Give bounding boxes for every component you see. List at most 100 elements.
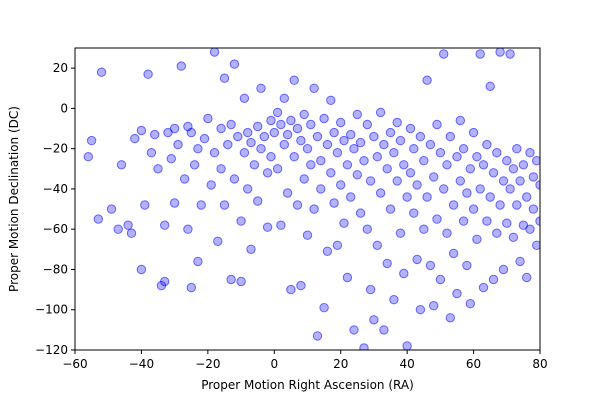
data-point [369, 131, 379, 142]
y-tick-label: −80 [43, 262, 68, 276]
data-point [136, 125, 147, 136]
data-point [352, 109, 362, 120]
data-point [375, 188, 386, 198]
y-tick-label: −20 [43, 142, 68, 156]
data-point [346, 129, 356, 140]
data-point [508, 164, 519, 174]
data-point [216, 164, 226, 174]
data-point [229, 174, 240, 184]
data-point [402, 192, 412, 202]
data-point [405, 168, 416, 178]
data-point [502, 218, 512, 228]
data-point [302, 144, 313, 154]
data-point [482, 216, 492, 226]
data-point [173, 139, 183, 150]
data-point [179, 174, 190, 184]
data-point [369, 315, 379, 325]
data-point [455, 115, 465, 126]
data-point [176, 61, 187, 71]
data-point [233, 131, 243, 142]
data-point [439, 184, 449, 194]
data-point [445, 313, 455, 323]
data-point [402, 341, 412, 350]
data-point [196, 200, 206, 210]
data-point [306, 160, 316, 170]
data-point [439, 49, 449, 59]
data-point [485, 81, 495, 92]
data-point [472, 152, 482, 162]
y-tick-label: −60 [43, 222, 68, 236]
data-point [452, 152, 462, 162]
data-point [458, 144, 469, 154]
data-point [302, 230, 313, 240]
data-point [209, 148, 220, 158]
data-point [316, 184, 326, 194]
data-point [485, 192, 495, 202]
data-point [219, 73, 230, 83]
data-point [525, 224, 535, 234]
data-point [372, 152, 382, 162]
data-point [432, 214, 442, 224]
data-point [83, 152, 94, 162]
data-point [186, 282, 197, 293]
data-point [243, 127, 253, 138]
data-point [282, 129, 293, 140]
data-point [322, 246, 333, 257]
data-point [475, 184, 485, 194]
data-point [522, 192, 532, 202]
y-axis-label: Proper Motion Declination (DC) [7, 106, 21, 292]
data-point [502, 156, 512, 166]
data-point [296, 135, 306, 146]
data-point [399, 268, 409, 279]
data-point [462, 188, 472, 198]
data-point [392, 176, 402, 186]
data-point [143, 69, 153, 79]
data-point [389, 148, 399, 158]
data-point [150, 129, 160, 140]
data-point [86, 135, 97, 146]
data-point [276, 119, 286, 130]
data-point [478, 282, 489, 293]
data-point [160, 276, 170, 287]
data-point [448, 248, 459, 259]
data-point [96, 67, 107, 77]
data-point [243, 184, 253, 194]
data-point [452, 288, 462, 299]
data-point [219, 200, 230, 210]
data-point [488, 168, 499, 178]
data-point [442, 160, 452, 170]
data-point [160, 220, 170, 230]
data-point [272, 164, 283, 174]
data-point [478, 160, 489, 170]
data-point [385, 204, 396, 214]
data-point [462, 260, 472, 271]
data-point [395, 135, 406, 146]
data-point [299, 109, 309, 120]
data-point [355, 137, 366, 148]
data-point [209, 48, 220, 57]
data-point [146, 148, 157, 158]
x-tick-label: −20 [195, 357, 220, 371]
data-point [355, 208, 366, 218]
data-point [286, 284, 296, 295]
data-point [309, 83, 319, 94]
data-point [106, 204, 117, 214]
y-tick-label: 20 [53, 61, 68, 75]
data-point [266, 152, 276, 162]
data-point [425, 139, 436, 150]
data-point [123, 220, 133, 230]
data-point [409, 144, 419, 154]
data-point [216, 123, 226, 134]
data-point [528, 172, 539, 182]
data-point [525, 148, 535, 158]
data-point [352, 170, 362, 180]
data-point [365, 176, 376, 186]
data-point [339, 135, 349, 146]
data-point [415, 131, 426, 142]
scatter-points [83, 48, 540, 350]
data-point [126, 228, 137, 238]
data-point [495, 200, 505, 210]
data-point [223, 139, 233, 150]
data-point [289, 75, 299, 85]
x-tick-label: 40 [400, 357, 415, 371]
